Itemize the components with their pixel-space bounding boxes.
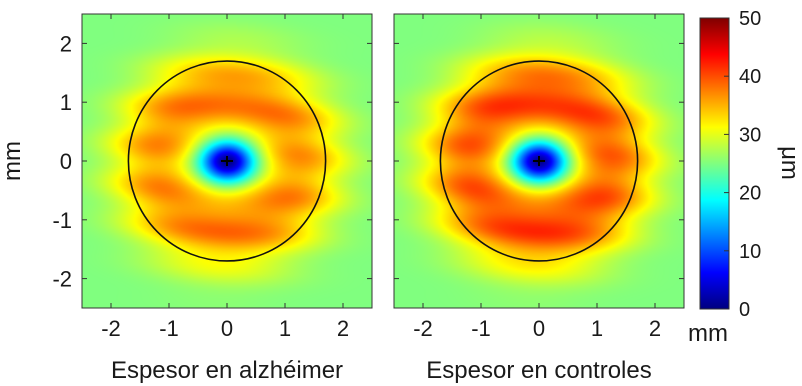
- y-tick-label: 0: [60, 149, 72, 174]
- ring-circle: [439, 60, 639, 262]
- x-tick-label: -2: [413, 316, 433, 341]
- x-tick-label: 2: [649, 316, 661, 341]
- colorbar-tick-label: 10: [739, 241, 761, 263]
- x-tick-label: -1: [471, 316, 491, 341]
- y-axis-ticks: 2 1 0 -1 -2: [52, 31, 87, 292]
- x-tick-label: -2: [101, 316, 121, 341]
- x-axis-unit: mm: [688, 320, 728, 347]
- colorbar-gradient: [699, 17, 730, 310]
- x-tick-label: 1: [279, 316, 291, 341]
- colorbar-ticks: 0 10 20 30 40 50: [724, 8, 761, 321]
- x-axis-label-right: Espesor en controles: [426, 357, 651, 384]
- y-tick-label: -1: [52, 208, 72, 233]
- x-tick-label: 0: [221, 316, 233, 341]
- y-axis-label: mm: [0, 141, 26, 181]
- x-tick-label: 2: [337, 316, 349, 341]
- colorbar: 0 10 20 30 40 50 μm: [699, 8, 802, 321]
- colorbar-tick-label: 0: [739, 299, 750, 321]
- y-tick-label: 1: [60, 90, 72, 115]
- colorbar-tick-label: 50: [739, 8, 761, 30]
- x-axis-label-left: Espesor en alzhéimer: [111, 357, 343, 384]
- x-axis-ticks-right: -2 -1 0 1 2: [413, 14, 661, 341]
- ring-circle: [127, 60, 327, 262]
- y-tick-label: -2: [52, 267, 72, 292]
- colorbar-label: μm: [776, 146, 802, 180]
- colorbar-tick-label: 40: [739, 66, 761, 88]
- colorbar-tick-label: 30: [739, 124, 761, 146]
- x-tick-label: 0: [533, 316, 545, 341]
- x-tick-label: -1: [159, 316, 179, 341]
- x-axis-ticks-left: -2 -1 0 1 2: [101, 14, 349, 341]
- panel-controles: -2 -1 0 1 2 mm Espesor en controles: [393, 13, 728, 384]
- x-tick-label: 1: [591, 316, 603, 341]
- overlay-left: [127, 42, 372, 280]
- panel-alzheimer: 2 1 0 -1 -2 -2 -1 0 1 2 mm Espesor en alzhéimer: [0, 13, 373, 384]
- y-tick-label: 2: [60, 31, 72, 56]
- colorbar-tick-label: 20: [739, 183, 761, 205]
- overlay-right: [394, 42, 684, 280]
